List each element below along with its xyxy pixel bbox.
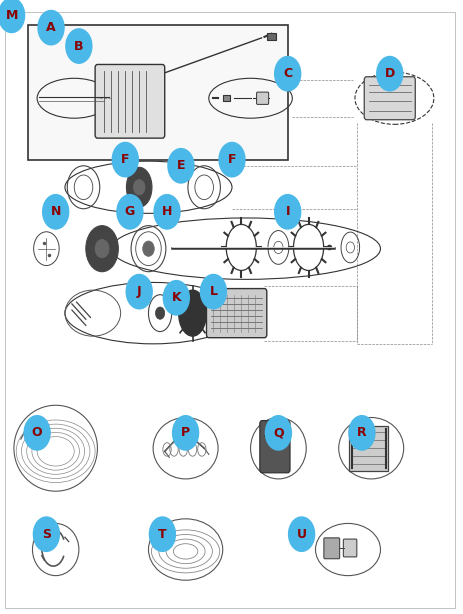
Circle shape: [66, 29, 92, 63]
Ellipse shape: [126, 168, 151, 208]
Circle shape: [154, 195, 180, 229]
Circle shape: [172, 416, 198, 450]
Ellipse shape: [133, 180, 144, 195]
Text: G: G: [125, 205, 135, 219]
Text: T: T: [158, 527, 166, 541]
Ellipse shape: [95, 239, 109, 258]
FancyBboxPatch shape: [266, 33, 275, 40]
Circle shape: [274, 56, 300, 91]
Text: M: M: [6, 9, 18, 22]
FancyBboxPatch shape: [259, 421, 289, 473]
FancyBboxPatch shape: [28, 25, 287, 160]
Circle shape: [117, 195, 143, 229]
Text: F: F: [121, 153, 129, 166]
Ellipse shape: [155, 307, 164, 319]
Text: B: B: [74, 39, 83, 53]
Text: U: U: [296, 527, 306, 541]
Circle shape: [200, 274, 226, 309]
FancyBboxPatch shape: [349, 426, 388, 471]
Text: S: S: [42, 527, 51, 541]
Circle shape: [274, 195, 300, 229]
Circle shape: [288, 517, 314, 551]
Circle shape: [348, 416, 374, 450]
Ellipse shape: [86, 226, 118, 271]
Circle shape: [43, 195, 69, 229]
FancyBboxPatch shape: [343, 539, 356, 557]
FancyBboxPatch shape: [256, 92, 268, 104]
Ellipse shape: [178, 290, 206, 336]
FancyBboxPatch shape: [323, 538, 339, 559]
Circle shape: [168, 149, 194, 183]
Circle shape: [33, 517, 59, 551]
Text: F: F: [227, 153, 236, 166]
Circle shape: [163, 281, 189, 315]
Text: A: A: [46, 21, 56, 34]
Text: P: P: [181, 426, 190, 440]
Text: R: R: [357, 426, 366, 440]
Text: K: K: [171, 291, 181, 305]
FancyBboxPatch shape: [206, 289, 266, 338]
Text: N: N: [50, 205, 61, 219]
FancyBboxPatch shape: [222, 95, 229, 101]
Circle shape: [149, 517, 175, 551]
Circle shape: [112, 142, 138, 177]
Circle shape: [126, 274, 152, 309]
Text: C: C: [282, 67, 292, 80]
Text: D: D: [384, 67, 394, 80]
Text: H: H: [162, 205, 172, 219]
Text: L: L: [209, 285, 217, 298]
Circle shape: [376, 56, 402, 91]
FancyBboxPatch shape: [363, 77, 414, 120]
Text: J: J: [137, 285, 141, 298]
Circle shape: [265, 416, 291, 450]
Text: O: O: [32, 426, 42, 440]
Circle shape: [219, 142, 244, 177]
Text: E: E: [176, 159, 185, 173]
Circle shape: [38, 10, 64, 45]
FancyBboxPatch shape: [95, 64, 164, 138]
Text: I: I: [285, 205, 289, 219]
Text: Q: Q: [273, 426, 283, 440]
Circle shape: [0, 0, 25, 33]
Circle shape: [24, 416, 50, 450]
Ellipse shape: [142, 241, 154, 257]
